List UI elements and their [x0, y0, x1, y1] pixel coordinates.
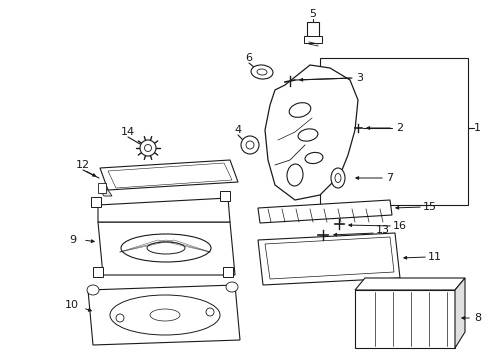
Text: 2: 2: [396, 123, 403, 133]
Polygon shape: [258, 200, 391, 223]
Text: 11: 11: [427, 252, 441, 262]
Polygon shape: [100, 190, 112, 196]
Text: 4: 4: [234, 125, 241, 135]
Text: 7: 7: [386, 173, 393, 183]
Bar: [319, 58, 467, 205]
Polygon shape: [258, 233, 399, 285]
Ellipse shape: [87, 285, 99, 295]
Polygon shape: [454, 278, 464, 348]
Ellipse shape: [140, 140, 156, 156]
Text: 3: 3: [356, 73, 363, 83]
Bar: [354, 290, 454, 348]
Bar: [91, 197, 101, 207]
Bar: [223, 267, 232, 277]
Ellipse shape: [250, 65, 272, 79]
Polygon shape: [354, 278, 464, 290]
Bar: [304, 36, 321, 43]
Text: 15: 15: [422, 202, 436, 212]
Ellipse shape: [225, 282, 238, 292]
Bar: [98, 183, 106, 193]
Polygon shape: [264, 65, 357, 200]
Text: 8: 8: [473, 313, 481, 323]
Text: 10: 10: [65, 300, 79, 310]
Text: 12: 12: [76, 160, 90, 170]
Ellipse shape: [241, 136, 259, 154]
Text: 1: 1: [472, 123, 480, 133]
Bar: [93, 267, 103, 277]
Bar: [220, 191, 229, 201]
Ellipse shape: [330, 168, 345, 188]
Polygon shape: [98, 222, 235, 275]
Text: 13: 13: [375, 225, 389, 235]
Text: 14: 14: [121, 127, 135, 137]
Text: 6: 6: [245, 53, 252, 63]
Polygon shape: [100, 160, 238, 190]
Polygon shape: [98, 198, 229, 222]
Text: 16: 16: [392, 221, 406, 231]
Text: 9: 9: [69, 235, 77, 245]
Bar: [306, 22, 318, 40]
Polygon shape: [88, 285, 240, 345]
Text: 5: 5: [309, 9, 316, 19]
